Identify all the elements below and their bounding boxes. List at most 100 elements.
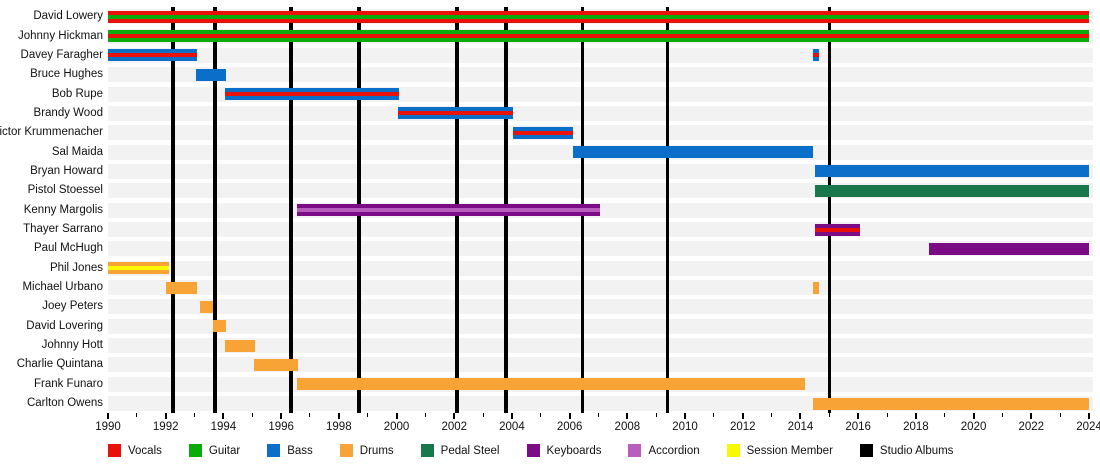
axis-tick-label: 2024 [1076, 421, 1100, 434]
axis-minor-tick [886, 413, 888, 418]
axis-major-tick [568, 413, 571, 420]
member-row-band [108, 338, 1093, 354]
axis-tick-label: 2006 [556, 421, 583, 434]
legend-item-accordion: Accordion [628, 444, 700, 457]
legend-item-bass: Bass [267, 444, 313, 457]
axis-tick-label: 2010 [672, 421, 698, 434]
axis-tick-label: 1992 [152, 421, 179, 434]
axis-tick-label: 2012 [729, 421, 756, 434]
legend-label: Bass [287, 444, 313, 457]
member-row-band [108, 260, 1093, 276]
axis-minor-tick [309, 413, 311, 418]
member-name-label: Michael Urbano [22, 281, 103, 294]
axis-minor-tick [424, 413, 426, 418]
axis-tick-label: 2020 [960, 421, 987, 434]
member-name-label: Bob Rupe [51, 87, 103, 100]
axis-minor-tick [1001, 413, 1003, 418]
member-tenure-bar [928, 242, 1089, 255]
legend-item-keyboards: Keyboards [526, 444, 601, 457]
member-name-label: David Lovering [26, 319, 103, 332]
member-name-label: Kenny Margolis [23, 203, 103, 216]
accordion-color-swatch [628, 444, 642, 457]
legend-label: Drums [359, 444, 394, 457]
axis-tick-label: 2008 [614, 421, 641, 434]
member-row-band [108, 280, 1093, 296]
member-row-band [108, 67, 1093, 83]
member-tenure-bar [814, 165, 1089, 178]
axis-minor-tick [251, 413, 253, 418]
axis-minor-tick [598, 413, 599, 418]
legend-label: Guitar [208, 444, 241, 457]
keyboards-color-swatch [526, 444, 540, 457]
secondary-role-stripe [108, 53, 198, 58]
member-tenure-bar [253, 358, 299, 371]
member-name-label: Thayer Sarrano [23, 223, 103, 236]
axis-major-tick [799, 413, 802, 420]
guitar-color-swatch [188, 444, 202, 457]
member-name-label: Bryan Howard [30, 164, 103, 177]
member-name-label: Charlie Quintana [16, 358, 103, 371]
legend-item-session-member: Session Member [726, 444, 833, 457]
axis-minor-tick [136, 413, 138, 418]
studio-album-line [289, 7, 293, 414]
secondary-role-stripe [513, 130, 573, 135]
secondary-role-stripe [397, 111, 514, 116]
axis-major-tick [222, 413, 225, 420]
axis-tick-label: 2002 [441, 421, 468, 434]
member-tenure-bar [108, 10, 1089, 23]
axis-major-tick [337, 413, 340, 420]
secondary-role-stripe [814, 227, 860, 232]
member-row-band [108, 202, 1093, 218]
bass-color-swatch [267, 444, 281, 457]
member-tenure-bar [108, 30, 1089, 43]
axis-major-tick [914, 413, 917, 420]
axis-tick-label: 2004 [499, 421, 525, 434]
member-tenure-bar [813, 281, 820, 294]
legend-item-guitar: Guitar [188, 444, 241, 457]
axis-major-tick [1088, 413, 1090, 420]
legend-label: Session Member [746, 444, 833, 457]
member-tenure-bar [200, 300, 214, 313]
member-tenure-bar [165, 281, 198, 294]
axis-minor-tick [1059, 413, 1061, 418]
axis-minor-tick [828, 413, 830, 418]
axis-tick-label: 2016 [845, 421, 871, 434]
secondary-role-stripe [108, 14, 1089, 19]
drums-color-swatch [339, 444, 353, 457]
vocals-color-swatch [108, 444, 121, 457]
legend-label: Accordion [648, 444, 700, 457]
member-name-label: Bruce Hughes [30, 68, 103, 81]
axis-minor-tick [482, 413, 484, 418]
axis-major-tick [684, 413, 687, 420]
secondary-role-stripe [813, 53, 820, 58]
axis-minor-tick [771, 413, 773, 418]
axis-tick-label: 1990 [95, 421, 121, 434]
axis-major-tick [972, 413, 975, 420]
axis-tick-label: 2000 [383, 421, 410, 434]
legend-label: Pedal Steel [440, 444, 500, 457]
member-name-label: Joey Peters [42, 300, 103, 313]
member-tenure-bar [814, 223, 860, 236]
axis-tick-label: 1998 [326, 421, 352, 434]
member-name-label: David Lowery [33, 10, 103, 23]
secondary-role-stripe [108, 34, 1089, 39]
axis-major-tick [741, 413, 744, 420]
member-row-band [108, 125, 1093, 141]
session-member-color-swatch [726, 444, 740, 457]
axis-major-tick [1030, 413, 1033, 420]
legend-label: Studio Albums [879, 444, 954, 457]
axis-tick-label: 2014 [787, 421, 814, 434]
member-name-label: Johnny Hott [41, 339, 103, 352]
axis-tick-label: 1994 [210, 421, 237, 434]
legend: Vocals Guitar Bass Drums Pedal Steel Keyboard… [108, 444, 953, 457]
studio-album-line [213, 7, 217, 414]
member-row-band [108, 105, 1093, 121]
member-tenure-bar [296, 378, 805, 391]
member-row-band [108, 241, 1093, 257]
legend-item-pedal-steel: Pedal Steel [420, 444, 500, 457]
secondary-role-stripe [296, 208, 600, 213]
axis-major-tick [626, 413, 629, 420]
member-tenure-bar [224, 339, 256, 352]
member-name-label: Victor Krummenacher [0, 126, 103, 139]
